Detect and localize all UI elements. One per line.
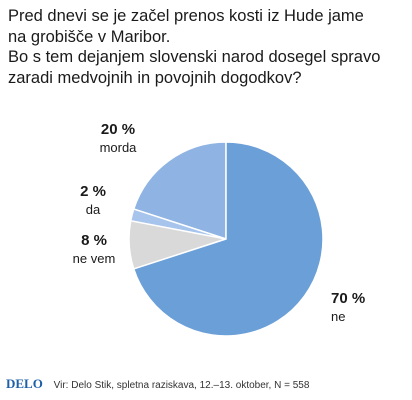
pie-slice-ne [132,141,324,337]
title-line-4: zaradi medvojnih in povojnih dogodkov? [8,68,302,87]
delo-logo: DELO [6,376,43,391]
category-label-ne-vem: ne vem [73,251,116,266]
source-footer: DELO Vir: Delo Stik, spletna raziskava, … [6,376,309,392]
value-label-da: 2 % [80,183,106,200]
category-label-morda: morda [100,140,138,155]
chart-title: Pred dnevi se je začel prenos kosti iz H… [8,6,408,88]
source-note: Vir: Delo Stik, spletna raziskava, 12.–1… [53,380,310,391]
value-label-ne: 70 % [331,290,365,307]
category-label-da: da [86,202,101,217]
value-label-ne-vem: 8 % [81,232,107,249]
pie-slice-morda [132,141,227,241]
title-line-2: na grobišče v Maribor. [8,27,171,46]
category-label-ne: ne [331,309,345,324]
title-line-3: Bo s tem dejanjem slovenski narod dosege… [8,48,381,66]
title-line-1: Pred dnevi se je začel prenos kosti iz H… [8,7,364,25]
value-label-morda: 20 % [101,121,135,138]
